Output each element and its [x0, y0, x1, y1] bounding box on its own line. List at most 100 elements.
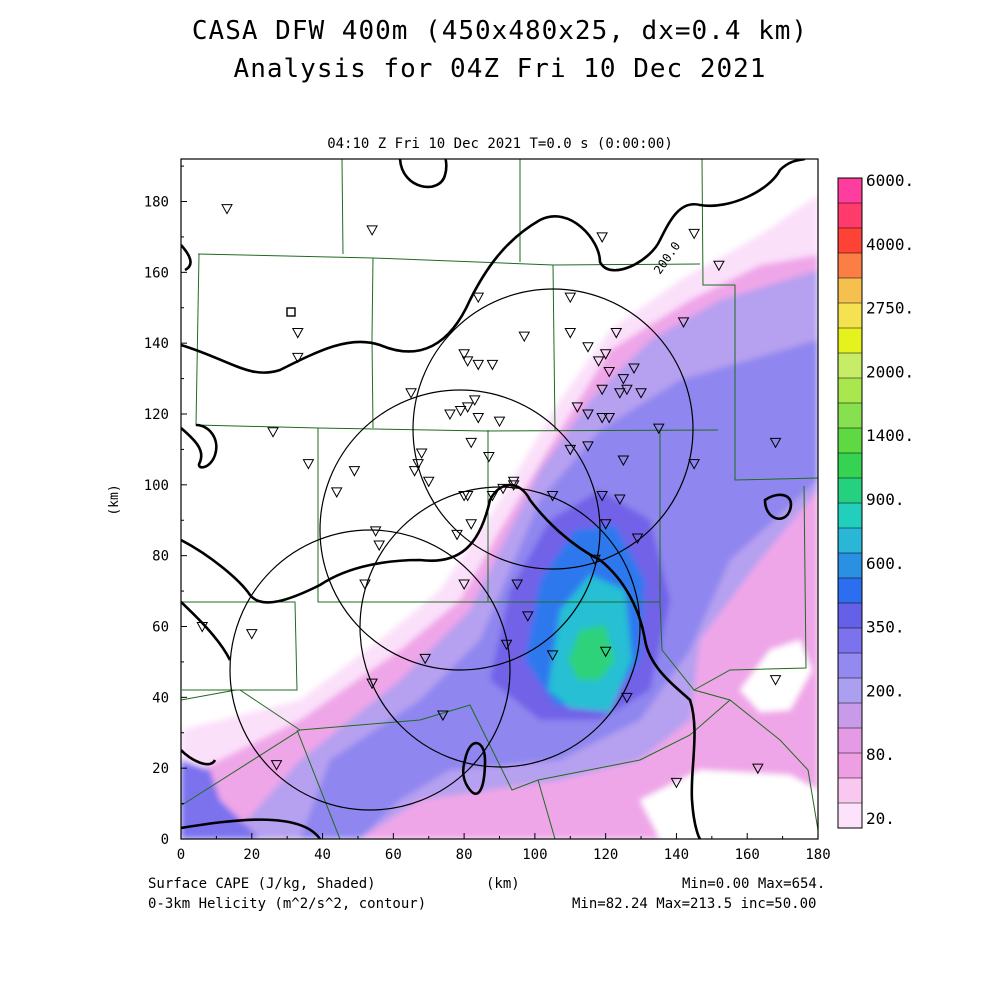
station-marker — [461, 356, 474, 367]
station-marker — [366, 225, 378, 236]
x-tick-label: 160 — [735, 847, 760, 863]
station-marker — [507, 480, 520, 491]
station-marker — [617, 374, 630, 385]
footer-cape-label: Surface CAPE (J/kg, Shaded) — [148, 876, 376, 892]
y-axis-label: (km) — [107, 484, 122, 515]
footer-helicity-label: 0-3km Helicity (m^2/s^2, contour) — [148, 896, 427, 912]
station-marker — [635, 388, 647, 399]
station-marker — [486, 490, 499, 502]
station-marker — [221, 204, 233, 215]
station-marker — [497, 483, 509, 495]
station-marker — [596, 413, 608, 424]
colorbar-swatch — [838, 378, 862, 404]
cape-blob-sw — [181, 760, 260, 839]
station-marker — [628, 363, 640, 374]
station-marker — [405, 388, 417, 399]
colorbar-label: 200. — [866, 681, 905, 700]
station-marker — [677, 317, 690, 328]
station-marker — [245, 629, 258, 640]
colorbar-label: 80. — [866, 745, 895, 764]
plot-subtitle: 04:10 Z Fri 10 Dec 2021 T=0.0 s (0:00:00… — [327, 136, 673, 152]
station-marker — [652, 423, 665, 435]
colorbar-swatch — [838, 578, 862, 604]
station-marker — [415, 448, 428, 459]
station-marker — [493, 416, 506, 428]
station-marker — [751, 763, 764, 775]
station-marker — [451, 529, 463, 541]
station-marker — [483, 452, 495, 463]
station-marker — [546, 650, 559, 661]
station-marker — [613, 388, 626, 399]
station-marker — [419, 653, 432, 665]
colorbar-swatch — [838, 403, 862, 429]
station-marker — [599, 519, 612, 530]
station-marker — [267, 427, 279, 438]
station-marker — [373, 540, 386, 552]
colorbar-swatch — [838, 328, 862, 354]
colorbar-swatch — [838, 678, 862, 704]
y-tick-label: 100 — [144, 478, 169, 494]
station-marker — [500, 639, 513, 651]
station-markers — [196, 204, 782, 789]
station-marker — [468, 395, 481, 406]
y-tick-label: 120 — [144, 407, 169, 423]
cape-fill-600 — [568, 625, 615, 680]
colorbar-swatch — [838, 228, 862, 254]
cape-hole-east — [640, 770, 818, 839]
station-marker — [596, 232, 608, 243]
station-marker — [613, 494, 626, 506]
station-marker — [412, 459, 424, 470]
x-axis: 0 20 40 60 80 100 120 140 160 180 — [177, 833, 831, 863]
colorbar-swatch — [838, 528, 862, 554]
station-marker — [461, 402, 474, 413]
x-tick-label: 20 — [243, 847, 260, 863]
x-tick-label: 40 — [314, 847, 331, 863]
station-marker — [472, 292, 485, 304]
colorbar-label: 20. — [866, 809, 895, 828]
station-marker — [621, 384, 633, 396]
colorbar-swatch — [838, 303, 862, 329]
station-marker — [617, 455, 630, 467]
y-tick-label: 140 — [144, 336, 169, 352]
station-marker — [454, 405, 467, 417]
station-marker — [589, 554, 601, 566]
station-marker — [472, 413, 485, 424]
colorbar-label: 2750. — [866, 299, 914, 318]
station-marker — [302, 459, 315, 470]
station-marker — [621, 692, 633, 704]
colorbar: 6000. 4000. 2750. 2000. 1400. 900. 600. 350. 200… — [837, 171, 914, 829]
station-marker — [599, 349, 612, 360]
colorbar-swatch — [838, 503, 862, 529]
plot-valid-time: Analysis for 04Z Fri 10 Dec 2021 — [233, 54, 767, 84]
y-tick-label: 20 — [152, 761, 169, 777]
colorbar-swatch — [838, 728, 862, 754]
station-marker — [291, 328, 304, 339]
plot-title: CASA DFW 400m (450x480x25, dx=0.4 km) — [191, 16, 809, 46]
x-tick-label: 100 — [522, 847, 547, 863]
station-marker — [330, 487, 343, 498]
station-marker — [369, 526, 382, 537]
station-marker — [769, 675, 782, 686]
colorbar-swatch — [838, 653, 862, 679]
station-marker — [465, 519, 478, 530]
station-marker — [596, 490, 608, 502]
station-marker — [610, 328, 623, 339]
radar-ring-north — [412, 288, 694, 570]
colorbar-swatch — [838, 703, 862, 729]
station-marker — [599, 646, 612, 658]
station-marker — [603, 367, 616, 378]
station-marker — [592, 356, 605, 367]
colorbar-swatch — [838, 178, 862, 204]
colorbar-swatch — [838, 803, 862, 829]
helicity-contours — [181, 159, 806, 839]
colorbar-label: 600. — [866, 554, 905, 573]
radar-site-marker — [286, 307, 296, 317]
station-marker — [437, 710, 449, 722]
station-marker — [769, 437, 782, 449]
station-marker — [603, 413, 616, 424]
station-marker — [461, 490, 474, 502]
colorbar-label: 1400. — [866, 426, 914, 445]
station-marker — [270, 760, 283, 771]
station-marker — [422, 476, 435, 488]
